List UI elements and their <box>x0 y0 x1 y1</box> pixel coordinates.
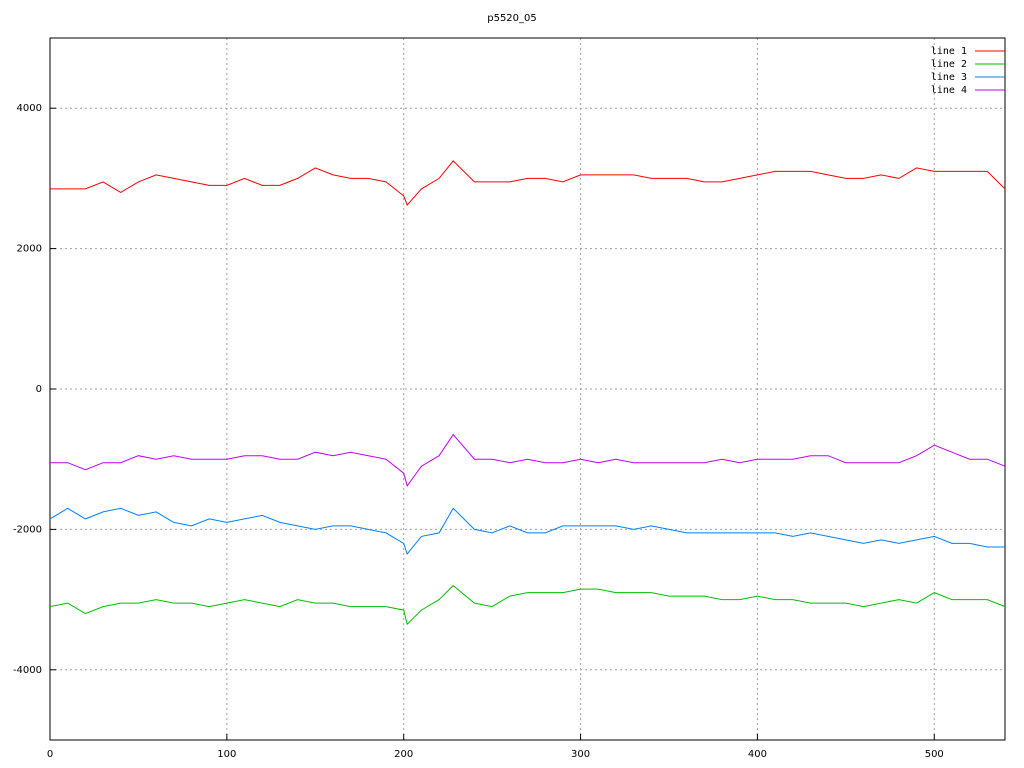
data-line <box>50 160 1006 207</box>
x-tick-label: 0 <box>47 749 53 760</box>
x-tick-label: 400 <box>748 749 767 760</box>
y-tick-label: -4000 <box>13 665 42 676</box>
x-tick-label: 100 <box>217 749 236 760</box>
y-tick-label: 0 <box>36 384 42 395</box>
y-tick-label: -2000 <box>13 524 42 535</box>
data-line <box>49 584 1006 626</box>
legend-label: line 1 <box>931 46 967 57</box>
y-tick-label: 4000 <box>17 103 42 114</box>
x-tick-label: 200 <box>394 749 413 760</box>
data-line <box>50 433 1006 488</box>
legend-label: line 3 <box>931 72 967 83</box>
plot-frame <box>49 37 1006 741</box>
x-tick-label: 300 <box>571 749 590 760</box>
x-tick-label: 500 <box>925 749 944 760</box>
legend-label: line 2 <box>931 59 967 70</box>
legend-label: line 4 <box>931 85 967 96</box>
chart-title: p5520_05 <box>487 13 537 24</box>
data-line <box>49 507 1005 556</box>
y-tick-label: 2000 <box>17 244 42 255</box>
